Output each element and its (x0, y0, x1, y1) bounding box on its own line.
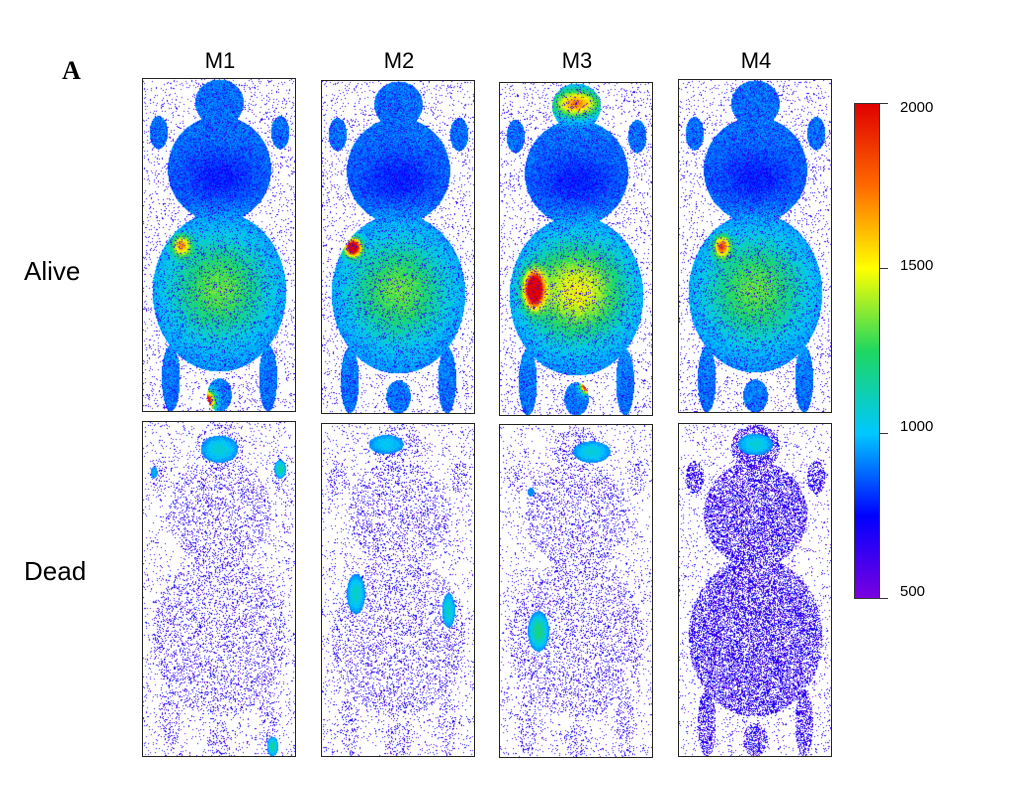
image-m2-alive (321, 80, 475, 414)
column-label-m2: M2 (383, 48, 415, 73)
column-label-m4: M4 (740, 48, 772, 73)
colorbar-label-1000: 1000 (900, 418, 934, 435)
row-label-alive: Alive (24, 256, 81, 286)
row-label-dead: Dead (24, 556, 87, 586)
colorbar-label-2000: 2000 (900, 99, 934, 116)
column-label-m3: M3 (561, 48, 593, 73)
panel-letter: A (62, 56, 81, 85)
image-m1-alive (142, 78, 296, 412)
colorbar-tick (880, 268, 888, 269)
colorbar-tick (880, 433, 888, 434)
image-m2-dead (321, 423, 475, 757)
colorbar (854, 103, 880, 599)
image-m1-dead (142, 421, 296, 757)
image-m4-alive (678, 79, 832, 413)
colorbar-label-500: 500 (900, 583, 926, 600)
image-m3-dead (499, 424, 653, 758)
column-label-m1: M1 (204, 48, 236, 73)
colorbar-label-1500: 1500 (900, 257, 934, 274)
image-m3-alive (499, 82, 653, 416)
colorbar-tick (880, 103, 888, 104)
colorbar-tick (880, 598, 888, 599)
image-m4-dead (678, 423, 832, 757)
